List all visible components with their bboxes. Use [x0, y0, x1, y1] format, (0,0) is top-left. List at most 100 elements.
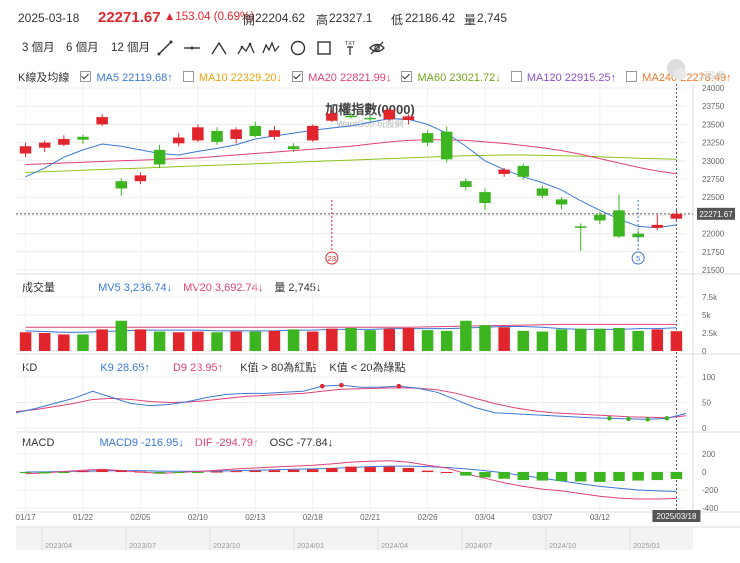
price-tick-label: 23500: [702, 120, 725, 129]
kd-red-dot: [319, 383, 325, 389]
overview-tick-label: 2024/07: [465, 541, 492, 550]
legend-ma240[interactable]: MA240 22278.49↑: [626, 71, 732, 84]
pattern-tool-icon[interactable]: [237, 39, 255, 57]
candle-body: [38, 142, 51, 148]
osc-bar: [574, 472, 587, 482]
volume-bar: [326, 328, 338, 351]
legend-ma5[interactable]: MA5 22119.68↑: [80, 71, 173, 84]
osc-bar: [19, 472, 32, 473]
osc-bar: [268, 470, 281, 472]
osc-bar: [249, 470, 262, 472]
rectangle-tool-icon[interactable]: [315, 39, 333, 57]
quote-price: 22271.67: [98, 9, 161, 26]
candle-body: [555, 199, 568, 205]
kd-green-dot: [645, 417, 651, 422]
osc-bar: [306, 469, 319, 472]
volume-tick-label: 0: [702, 347, 707, 356]
legend-ma20[interactable]: MA20 22821.99↓: [292, 71, 392, 84]
kd-legend: KD K9 28.65↑ D9 23.95↑ K值 > 80為紅點 K值 < 2…: [22, 359, 405, 375]
osc-value: -77.84↓: [296, 437, 334, 449]
osc-bar: [536, 472, 549, 481]
volume-bar: [192, 331, 204, 351]
open-label: 開: [243, 13, 256, 27]
volume-legend-title: 成交量: [22, 282, 55, 294]
quote-date: 2025-03-18: [18, 11, 80, 25]
kd-legend-title: KD: [22, 362, 38, 374]
osc-bar: [670, 472, 683, 480]
marker-circle: [631, 251, 645, 265]
candle-body: [402, 116, 415, 121]
price-tick-label: 22250: [702, 211, 725, 220]
osc-bar: [77, 471, 89, 473]
candle-body: [460, 181, 472, 188]
osc-bar: [287, 469, 300, 472]
ma5-line: [25, 118, 677, 229]
volume-bar: [268, 330, 281, 351]
mv20-value: 3,692.74↓: [214, 282, 264, 294]
osc-bar: [345, 466, 357, 472]
ma5-checkbox[interactable]: [80, 71, 92, 82]
mv20-label: MV20: [183, 282, 212, 294]
osc-bar: [517, 472, 530, 481]
k-label: K9: [100, 362, 114, 374]
date-tick-label: 02/05: [130, 513, 151, 522]
date-tick-label: 02/21: [360, 513, 381, 522]
ma60-checkbox[interactable]: [401, 71, 413, 82]
volume-tick-label: 2.5k: [702, 329, 718, 338]
ma5-value: 22119.68↑: [122, 72, 173, 84]
horizontal-line-icon[interactable]: [183, 39, 201, 57]
kd-tick-label: 50: [702, 399, 711, 408]
angle-line-icon[interactable]: [210, 39, 228, 57]
osc-bar: [192, 472, 204, 473]
range-12m-button[interactable]: 12 個月: [111, 42, 150, 54]
d-label: D9: [172, 362, 188, 374]
volume-bar: [153, 331, 166, 351]
volume-bar: [555, 329, 568, 351]
candle-body: [19, 146, 32, 154]
price-tick-label: 21750: [702, 248, 725, 257]
candle-body: [211, 130, 223, 142]
osc-bar: [632, 472, 644, 481]
quote-header: 2025-03-18 22271.67 ▲153.04 (0.69%) 開 22…: [0, 0, 740, 34]
cursor-date-label: 2025/03/18: [656, 512, 697, 521]
range-3m-button[interactable]: 3 個月: [22, 42, 55, 54]
ma120-value: 22915.25↑: [564, 72, 617, 84]
ma240-checkbox[interactable]: [626, 71, 638, 82]
range-6m-button[interactable]: 6 個月: [66, 42, 99, 54]
hide-drawings-icon[interactable]: [368, 39, 386, 57]
candle-body: [670, 213, 683, 219]
wave-tool-icon[interactable]: [262, 39, 280, 57]
legend-ma10[interactable]: MA10 22329.20↓: [182, 71, 282, 84]
chart-watermark: WantGoo 玩股網: [336, 118, 403, 129]
ma20-value: 22821.99↓: [340, 72, 392, 84]
osc-bar: [555, 472, 568, 481]
candle-body: [77, 136, 89, 140]
volume-tick-label: 7.5k: [702, 293, 718, 302]
ma5-label: MA5: [96, 72, 120, 84]
text-tool-icon[interactable]: TXT: [341, 39, 359, 57]
date-tick-label: 03/04: [475, 513, 496, 522]
ma20-checkbox[interactable]: [292, 71, 304, 82]
candle-body: [498, 169, 510, 174]
candle-body: [249, 125, 262, 137]
dif-line: [25, 460, 677, 500]
date-tick-label: 02/10: [188, 513, 209, 522]
osc-bar: [479, 472, 491, 478]
osc-bar: [230, 471, 242, 473]
osc-bar: [402, 467, 415, 472]
line-tool-icon[interactable]: [156, 39, 174, 57]
chart-marks: 23 5: [19, 108, 683, 482]
price-tick-label: 23750: [702, 102, 725, 111]
kd-tick-label: 100: [702, 373, 716, 382]
k-value: 28.65↑: [116, 362, 150, 374]
legend-ma120[interactable]: MA120 22915.25↑: [510, 71, 617, 84]
d-line: [15, 387, 687, 419]
ma120-checkbox[interactable]: [510, 71, 522, 82]
legend-ma60[interactable]: MA60 23021.72↓: [401, 71, 501, 84]
circle-tool-icon[interactable]: [289, 39, 307, 57]
mv20-line: [25, 323, 677, 328]
osc-bar: [115, 470, 128, 472]
ma10-checkbox[interactable]: [182, 71, 194, 82]
volume-bar: [517, 330, 530, 351]
volume-bar: [172, 332, 185, 351]
